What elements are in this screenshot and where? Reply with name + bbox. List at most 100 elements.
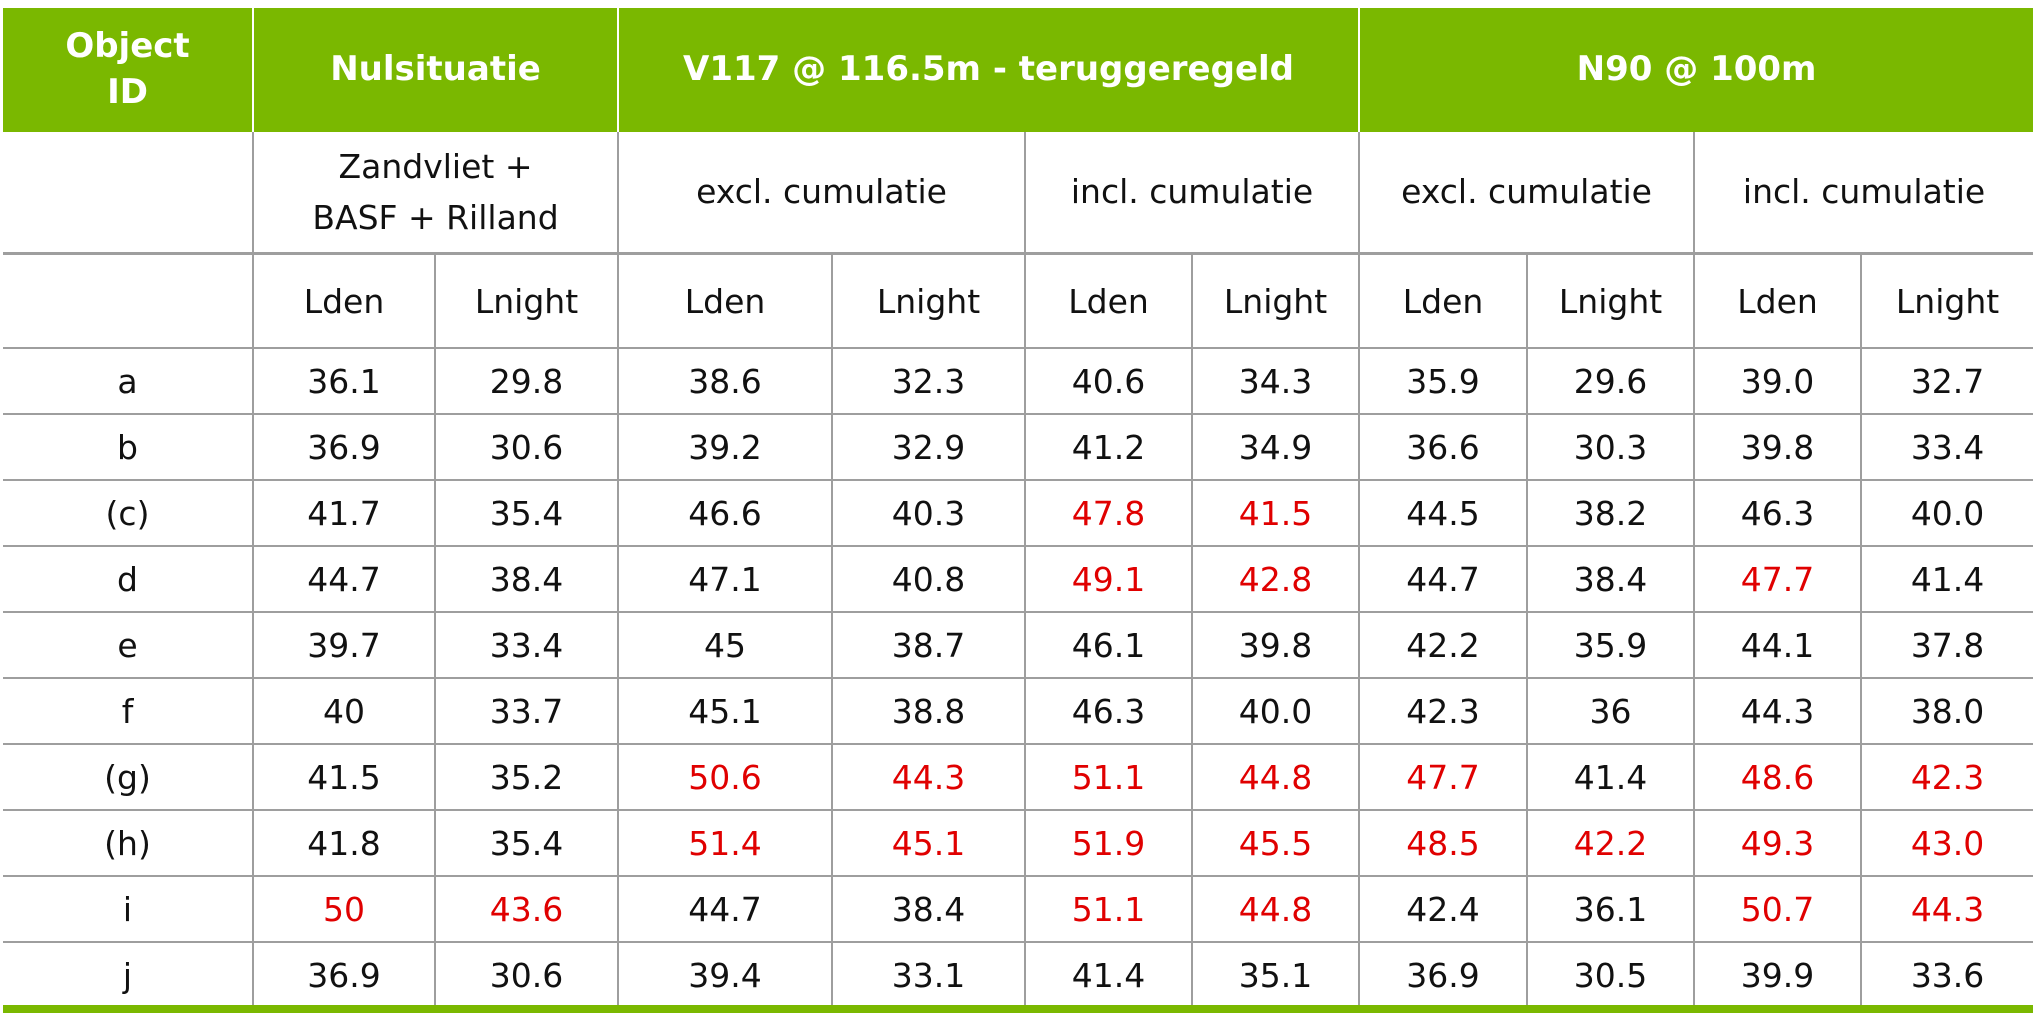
- value-cell: 42.2: [1526, 809, 1696, 877]
- value-cell: 42.2: [1358, 611, 1529, 679]
- value-cell: 35.1: [1191, 941, 1361, 1009]
- value-cell: 41.4: [1526, 743, 1696, 811]
- value-cell: 50.6: [617, 743, 834, 811]
- subheader-v117-incl: incl. cumulatie: [1024, 132, 1361, 255]
- value-cell: 39.4: [617, 941, 834, 1009]
- table-bottom-bar: [3, 1005, 2033, 1013]
- value-cell: 39.0: [1693, 347, 1863, 415]
- value-cell: 44.3: [1860, 875, 2034, 943]
- value-cell: 40.3: [831, 479, 1027, 547]
- object-id-cell: f: [3, 677, 254, 745]
- value-cell: 50: [252, 875, 436, 943]
- value-cell: 39.2: [617, 413, 834, 481]
- metric-header: Lnight: [831, 252, 1027, 349]
- value-cell: 51.9: [1024, 809, 1194, 877]
- value-cell: 44.7: [617, 875, 834, 943]
- value-cell: 38.2: [1526, 479, 1696, 547]
- value-cell: 38.4: [831, 875, 1027, 943]
- value-cell: 38.8: [831, 677, 1027, 745]
- value-cell: 29.6: [1526, 347, 1696, 415]
- value-cell: 48.5: [1358, 809, 1529, 877]
- header-row: Object ID Nulsituatie V117 @ 116.5m - te…: [3, 8, 2034, 132]
- object-id-cell: d: [3, 545, 254, 613]
- header-object-id: Object ID: [3, 8, 254, 132]
- value-cell: 41.4: [1860, 545, 2034, 613]
- value-cell: 32.3: [831, 347, 1027, 415]
- table-row: j 36.9 30.6 39.4 33.1 41.4 35.1 36.9 30.5 39.9 33.…: [3, 941, 2034, 1009]
- subheader-n90-excl: excl. cumulatie: [1358, 132, 1696, 255]
- value-cell: 49.1: [1024, 545, 1194, 613]
- value-cell: 34.3: [1191, 347, 1361, 415]
- header-v117: V117 @ 116.5m - teruggeregeld: [617, 8, 1361, 132]
- value-cell: 41.5: [252, 743, 436, 811]
- value-cell: 44.8: [1191, 743, 1361, 811]
- value-cell: 41.7: [252, 479, 436, 547]
- subheader-v117-excl: excl. cumulatie: [617, 132, 1027, 255]
- object-id-cell: j: [3, 941, 254, 1009]
- object-id-cell: i: [3, 875, 254, 943]
- value-cell: 35.4: [433, 809, 620, 877]
- metric-header: Lden: [617, 252, 834, 349]
- value-cell: 45.1: [831, 809, 1027, 877]
- value-cell: 44.3: [1693, 677, 1863, 745]
- value-cell: 35.2: [433, 743, 620, 811]
- value-cell: 46.6: [617, 479, 834, 547]
- value-cell: 41.8: [252, 809, 436, 877]
- metric-header: Lnight: [1526, 252, 1696, 349]
- value-cell: 32.9: [831, 413, 1027, 481]
- value-cell: 36.9: [252, 941, 436, 1009]
- value-cell: 35.9: [1358, 347, 1529, 415]
- value-cell: 38.4: [1526, 545, 1696, 613]
- value-cell: 33.4: [1860, 413, 2034, 481]
- object-id-cell: a: [3, 347, 254, 415]
- value-cell: 30.3: [1526, 413, 1696, 481]
- value-cell: 42.4: [1358, 875, 1529, 943]
- table-row: b 36.9 30.6 39.2 32.9 41.2 34.9 36.6 30.3 39.8 33.…: [3, 413, 2034, 481]
- value-cell: 40.0: [1860, 479, 2034, 547]
- table-row: i 50 43.6 44.7 38.4 51.1 44.8 42.4 36.1 50.7 44.3: [3, 875, 2034, 943]
- value-cell: 36.9: [252, 413, 436, 481]
- table-row: (g) 41.5 35.2 50.6 44.3 51.1 44.8 47.7 41.4 48.6 4…: [3, 743, 2034, 811]
- value-cell: 41.5: [1191, 479, 1361, 547]
- table-row: (c) 41.7 35.4 46.6 40.3 47.8 41.5 44.5 38.2 46.3 4…: [3, 479, 2034, 547]
- metric-header: Lden: [1358, 252, 1529, 349]
- subheader-n90-incl: incl. cumulatie: [1693, 132, 2034, 255]
- object-id-cell: b: [3, 413, 254, 481]
- value-cell: 44.8: [1191, 875, 1361, 943]
- value-cell: 38.7: [831, 611, 1027, 679]
- table-row: d 44.7 38.4 47.1 40.8 49.1 42.8 44.7 38.4 47.7 41.…: [3, 545, 2034, 613]
- value-cell: 41.4: [1024, 941, 1194, 1009]
- metric-header: Lden: [252, 252, 436, 349]
- value-cell: 45.1: [617, 677, 834, 745]
- value-cell: 39.7: [252, 611, 436, 679]
- value-cell: 45: [617, 611, 834, 679]
- value-cell: 33.4: [433, 611, 620, 679]
- value-cell: 35.9: [1526, 611, 1696, 679]
- value-cell: 51.1: [1024, 743, 1194, 811]
- value-cell: 46.1: [1024, 611, 1194, 679]
- value-cell: 37.8: [1860, 611, 2034, 679]
- value-cell: 46.3: [1693, 479, 1863, 547]
- header-n90: N90 @ 100m: [1358, 8, 2034, 132]
- object-id-cell: (h): [3, 809, 254, 877]
- value-cell: 42.8: [1191, 545, 1361, 613]
- metric-header: Lden: [1024, 252, 1194, 349]
- metric-row: Lden Lnight Lden Lnight Lden Lnight Lden…: [3, 252, 2034, 349]
- value-cell: 39.8: [1693, 413, 1863, 481]
- value-cell: 38.0: [1860, 677, 2034, 745]
- value-cell: 34.9: [1191, 413, 1361, 481]
- table-body: a 36.1 29.8 38.6 32.3 40.6 34.3 35.9 29.6 39.0 32.…: [3, 347, 2034, 1009]
- subheader-row: Zandvliet + BASF + Rilland excl. cumulat…: [3, 132, 2034, 255]
- value-cell: 39.9: [1693, 941, 1863, 1009]
- value-cell: 44.7: [252, 545, 436, 613]
- subheader-nul-sources: Zandvliet + BASF + Rilland: [251, 132, 620, 255]
- value-cell: 33.6: [1860, 941, 2034, 1009]
- object-id-cell: (c): [3, 479, 254, 547]
- metric-blank: [3, 252, 254, 349]
- value-cell: 36: [1526, 677, 1696, 745]
- value-cell: 30.5: [1526, 941, 1696, 1009]
- subheader-blank: [3, 132, 254, 255]
- value-cell: 30.6: [433, 413, 620, 481]
- value-cell: 43.6: [433, 875, 620, 943]
- value-cell: 40: [252, 677, 436, 745]
